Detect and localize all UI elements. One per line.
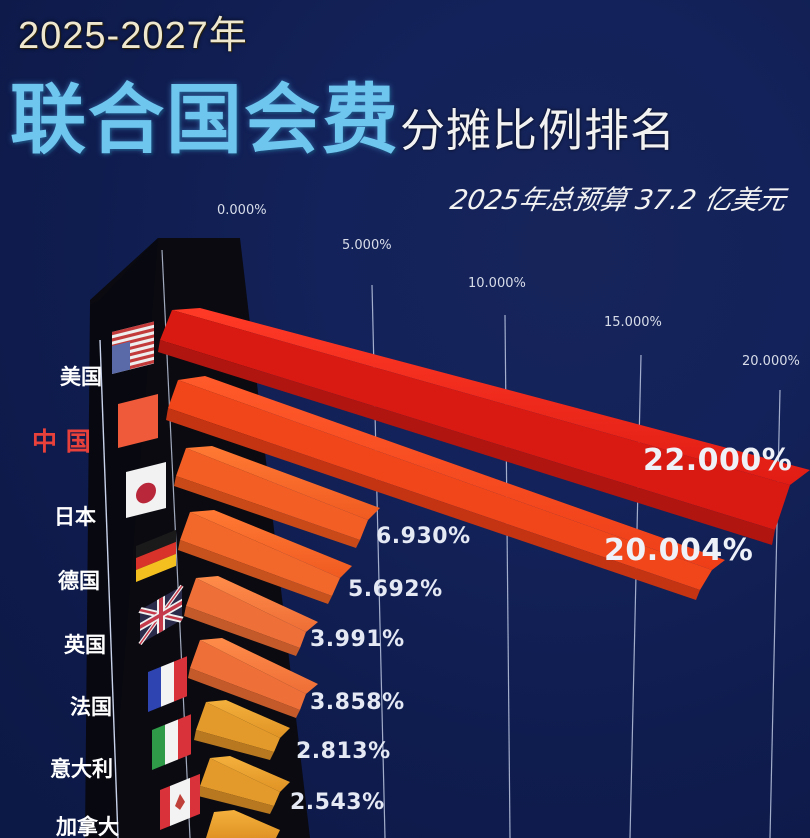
canada-flag [160, 773, 200, 830]
country-label-canada: 加拿大 [55, 814, 119, 838]
value-label-canada: 2.543% [290, 790, 385, 815]
italy-flag [152, 714, 191, 770]
title-main: 联合国会费 [10, 75, 400, 164]
country-label-china: 中 国 [32, 427, 91, 456]
value-label-germany: 5.692% [348, 577, 443, 602]
title-years: 2025-2027年 [18, 15, 248, 57]
bar-japan[interactable] [174, 446, 380, 548]
bar-uk[interactable] [184, 576, 318, 656]
bar-china[interactable] [166, 376, 725, 600]
title-rest: 分摊比例排名 [400, 104, 677, 157]
country-label-us: 美国 [60, 364, 102, 389]
value-label-japan: 6.930% [376, 524, 471, 549]
bar-germany[interactable] [178, 510, 352, 604]
country-label-japan: 日本 [54, 504, 96, 529]
france-flag [148, 656, 187, 712]
tick-label-5: 5.000% [342, 238, 392, 253]
bar-canada[interactable] [198, 756, 290, 814]
value-label-us: 22.000% [643, 443, 792, 478]
tick-label-15: 15.000% [604, 315, 662, 330]
country-label-uk: 英国 [64, 632, 106, 657]
value-label-china: 20.004% [604, 533, 753, 568]
bar-italy[interactable] [194, 700, 290, 760]
page-title: 联合国会费分摊比例排名 [10, 58, 676, 168]
uk-flag [138, 584, 184, 646]
chart-back-wall-diagonal [85, 238, 158, 838]
tick-label-0: 0.000% [217, 203, 267, 218]
country-label-germany: 德国 [58, 568, 100, 593]
china-flag [118, 394, 158, 448]
bar-us[interactable] [158, 308, 810, 545]
value-label-uk: 3.991% [310, 627, 405, 652]
value-label-france: 3.858% [310, 690, 405, 715]
bar-partial [206, 810, 280, 838]
germany-flag [136, 529, 176, 582]
bar-france[interactable] [188, 638, 318, 718]
tick-label-10: 10.000% [468, 276, 526, 291]
us-flag [112, 321, 154, 374]
y-axis-line [99, 339, 119, 838]
tick-label-20: 20.000% [742, 354, 800, 369]
country-label-france: 法国 [70, 694, 112, 719]
country-label-italy: 意大利 [50, 756, 113, 781]
value-label-italy: 2.813% [296, 739, 391, 764]
japan-flag [126, 462, 166, 518]
